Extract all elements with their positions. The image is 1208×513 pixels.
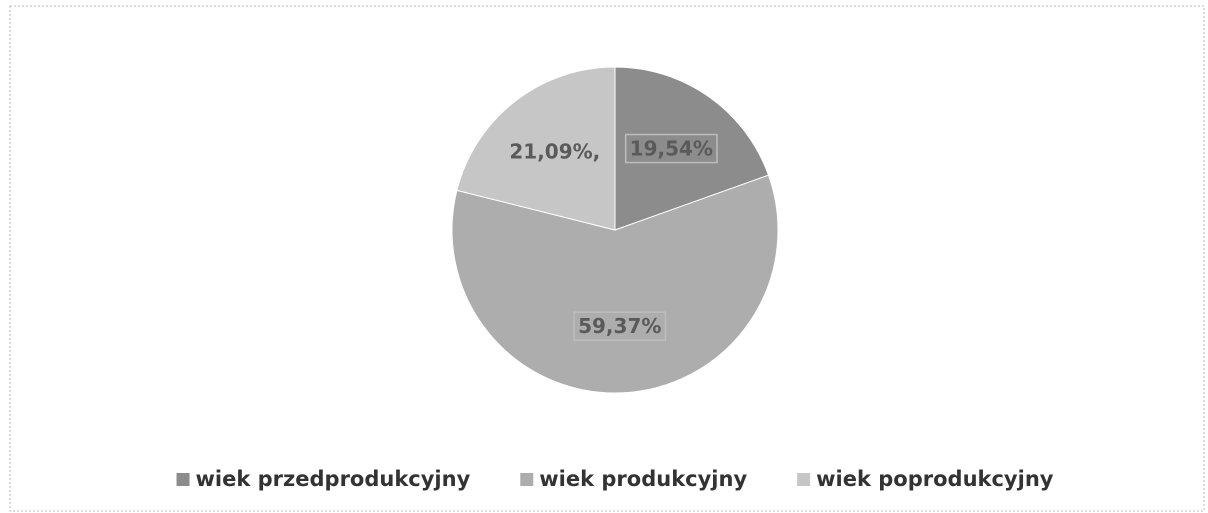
data-label: 19,54% (630, 137, 713, 161)
legend-label: wiek produkcyjny (539, 467, 747, 491)
legend-swatch (520, 473, 534, 486)
data-label: 21,09%, (509, 139, 600, 163)
legend-swatch (176, 473, 190, 486)
data-label: 59,37% (578, 314, 661, 338)
pie-slice (614, 66, 770, 231)
legend-label: wiek przedprodukcyjny (196, 467, 471, 491)
pie-slice (456, 66, 616, 231)
data-label-box (573, 311, 667, 341)
data-label-box (624, 133, 718, 164)
legend-swatch (797, 473, 811, 486)
pie-slice (451, 174, 779, 394)
legend-label: wiek poprodukcyjny (816, 467, 1054, 491)
